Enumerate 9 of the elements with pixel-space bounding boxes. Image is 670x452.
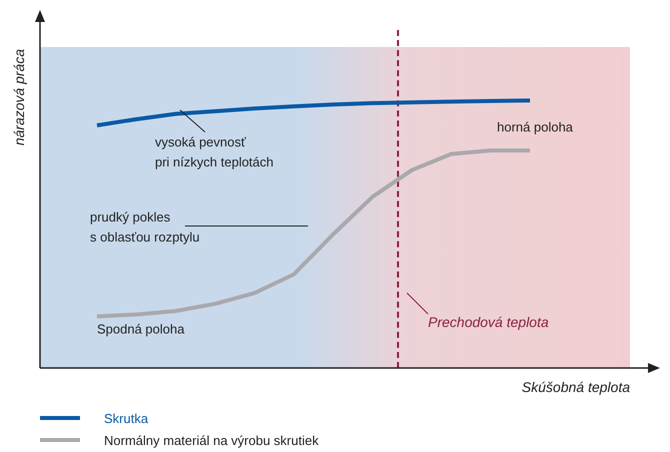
legend-label: Skrutka [104, 410, 148, 426]
annotation: horná poloha [497, 120, 574, 135]
annotation: Spodná poloha [97, 322, 186, 337]
annotation: prudký pokles s oblasťou rozptylu [90, 210, 200, 245]
legend-label: Normálny materiál na výrobu skrutiek [104, 432, 319, 448]
x-axis-title: Skúšobná teplota [522, 378, 630, 395]
annotation: vysoká pevnosť pri nízkych teplotách [155, 134, 274, 170]
y-axis-title: nárazová práca [10, 48, 27, 146]
annotation: Prechodová teplota [428, 314, 549, 330]
